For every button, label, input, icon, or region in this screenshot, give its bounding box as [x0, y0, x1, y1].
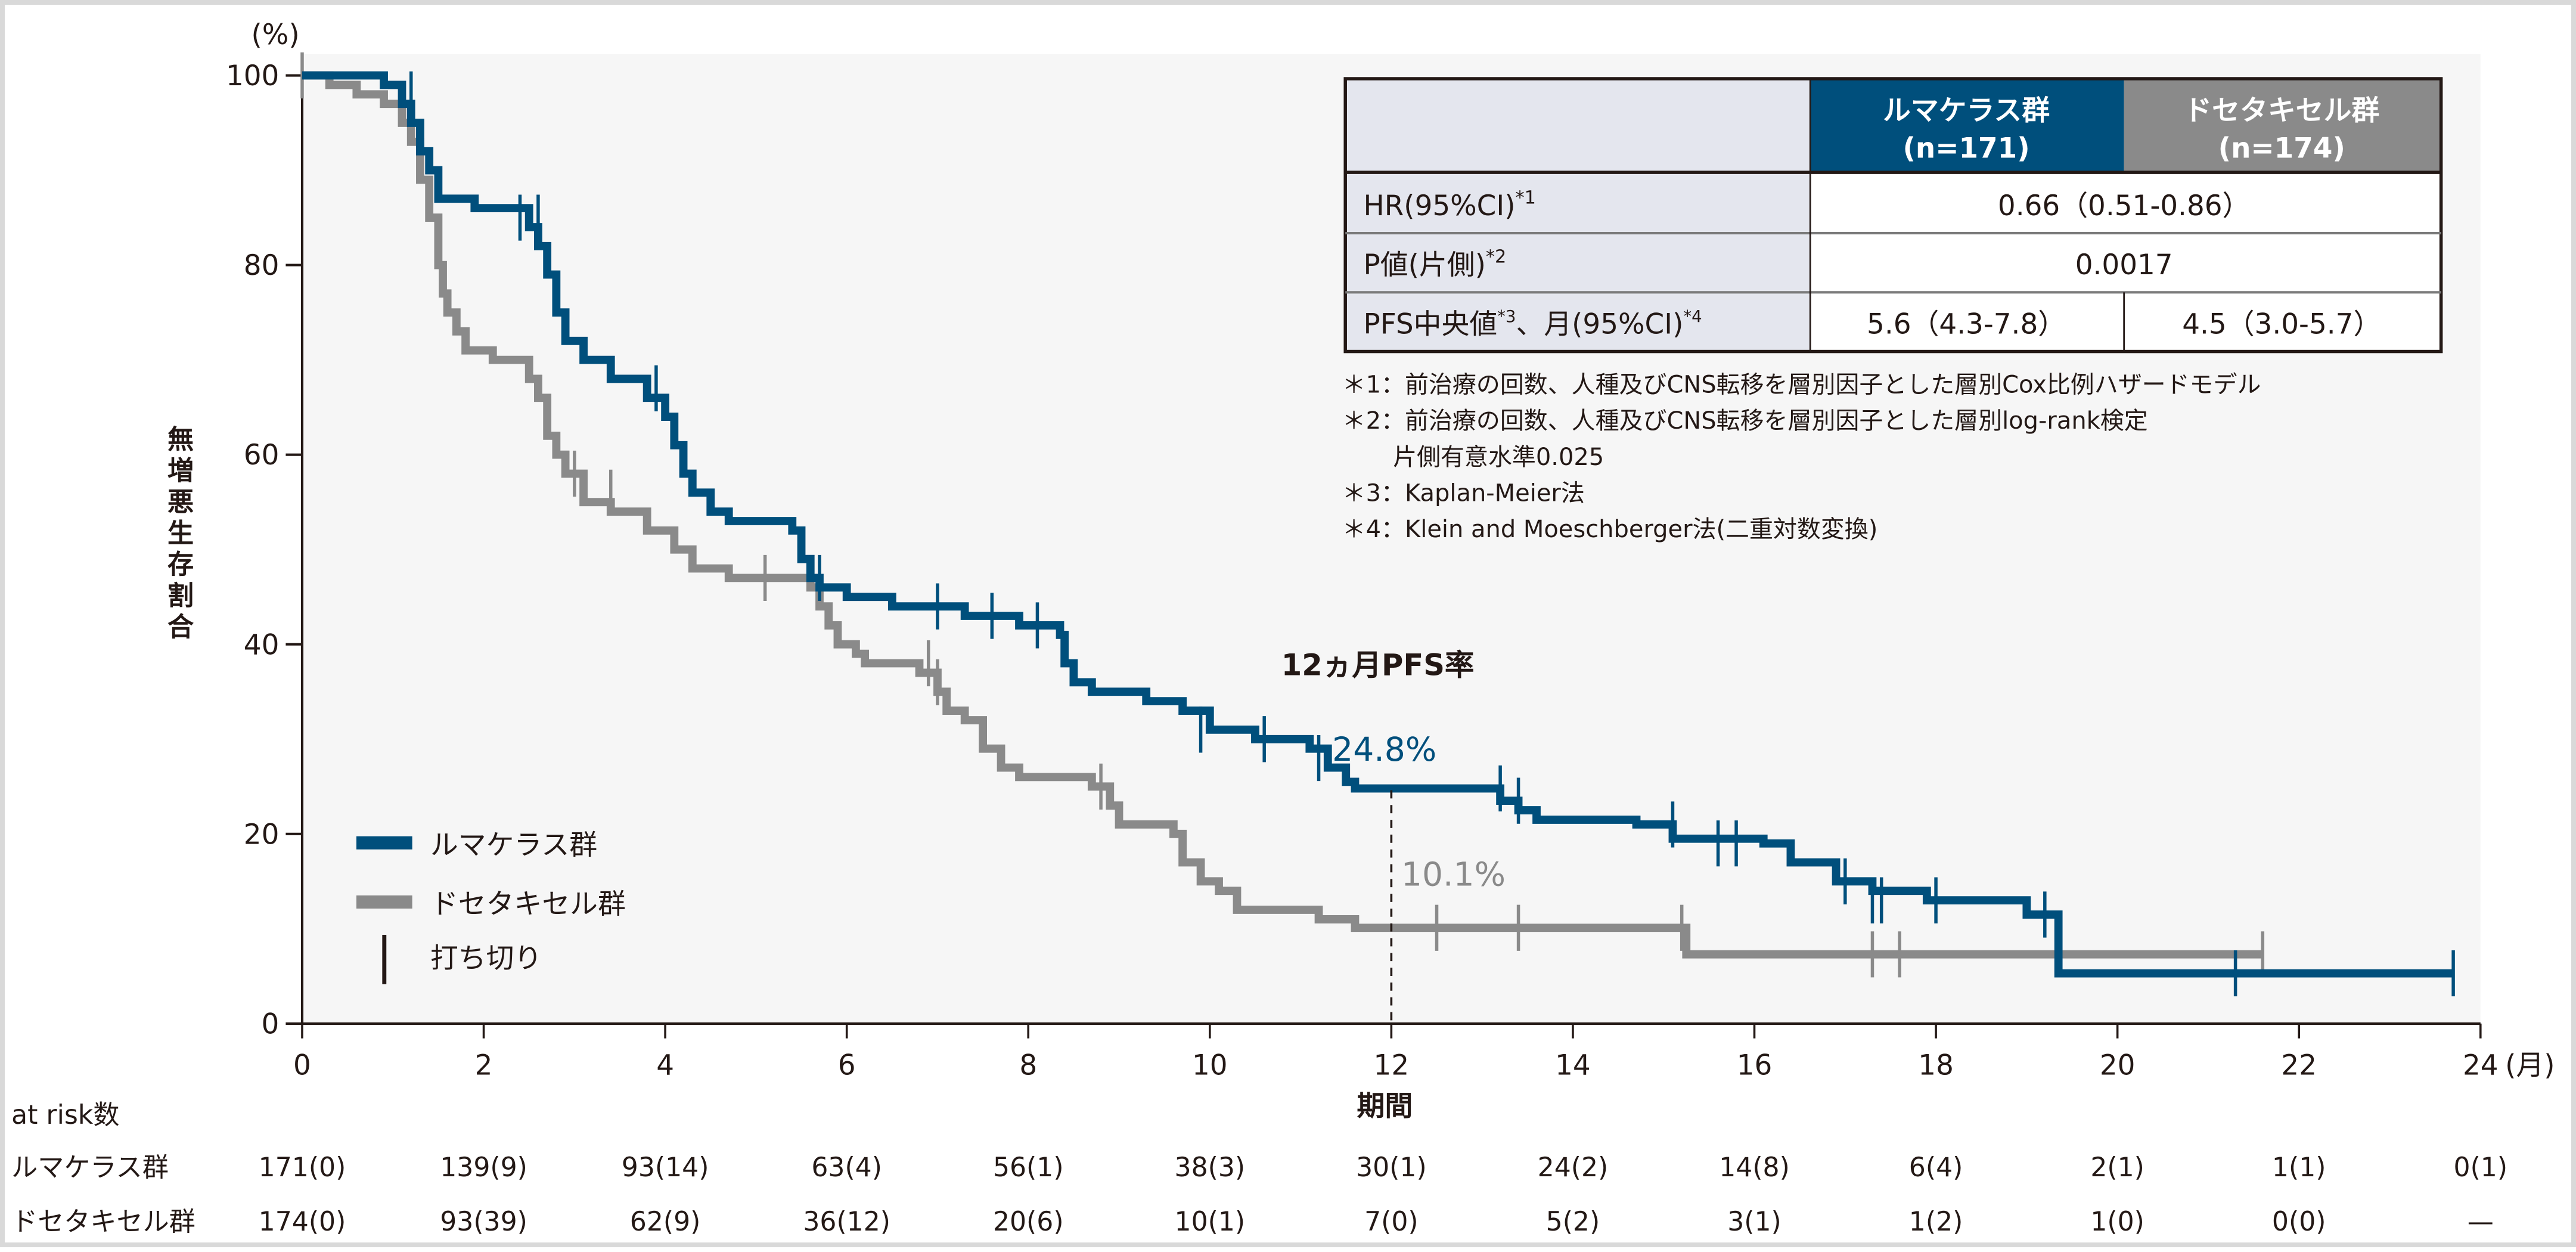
at-risk-table: at risk数 ルマケラス群 ドセタキセル群 171(0) 139(9) 93(1…	[11, 1100, 2507, 1237]
y-tick-label: 80	[244, 250, 280, 282]
at-risk-cell: 171(0)	[259, 1152, 346, 1183]
table-header-docetaxel	[2124, 79, 2441, 173]
x-tick-label: 18	[1918, 1049, 1954, 1081]
x-tick-label: 14	[1555, 1049, 1591, 1081]
x-axis-ticks: 0 2 4 6 8 10 12 14 16 18 20 22 24	[293, 1023, 2499, 1081]
at-risk-cell: 93(39)	[440, 1207, 527, 1237]
y-unit-label: (%)	[252, 19, 300, 51]
at-risk-cell: 6(4)	[1909, 1152, 1963, 1183]
pfs-median-lumakras: 5.6（4.3-7.8）	[1867, 308, 2066, 340]
x-tick-label: 22	[2281, 1049, 2317, 1081]
x-axis-label: 期間	[1357, 1090, 1413, 1123]
pfs-median-label: PFS中央値*3、月(95%CI)*4	[1364, 307, 1702, 340]
table-value-area	[1810, 172, 2441, 352]
x-tick-label: 8	[1019, 1049, 1037, 1081]
legend-label-censored: 打ち切り	[430, 943, 542, 975]
x-tick-label: 12	[1374, 1049, 1410, 1081]
legend-swatch-docetaxel	[356, 895, 412, 909]
at-risk-cell: 93(14)	[622, 1152, 709, 1183]
at-risk-cell: 174(0)	[259, 1207, 346, 1237]
legend-label-lumakras: ルマケラス群	[430, 829, 597, 861]
lumakras-curve	[302, 71, 2455, 997]
y-axis-label-char: 割	[167, 581, 194, 611]
y-axis-label-char: 生	[167, 518, 194, 548]
y-tick-label: 0	[262, 1008, 280, 1040]
y-axis-label-char: 合	[167, 612, 194, 642]
y-tick-label: 40	[244, 629, 280, 661]
y-axis-label-char: 無	[167, 424, 194, 455]
legend-label-docetaxel: ドセタキセル群	[430, 888, 626, 921]
x-tick-label: 6	[838, 1049, 856, 1081]
at-risk-cell: —	[2468, 1207, 2494, 1237]
at-risk-label: at risk数	[11, 1100, 119, 1130]
at-risk-cell: 36(12)	[803, 1207, 890, 1237]
at-risk-cell: 14(8)	[1719, 1152, 1790, 1183]
x-tick-label: 20	[2100, 1049, 2136, 1081]
annotation-docetaxel-value: 10.1%	[1401, 855, 1506, 893]
footnote-4: ＊4：Klein and Moeschberger法(二重対数変換)	[1342, 516, 1878, 543]
x-unit-label: (月)	[2505, 1049, 2555, 1081]
at-risk-cell: 30(1)	[1356, 1152, 1427, 1183]
pfs-median-docetaxel: 4.5（3.0-5.7）	[2182, 308, 2381, 340]
annotation-lumakras-value: 24.8%	[1332, 730, 1436, 768]
at-risk-cell: 139(9)	[440, 1152, 527, 1183]
at-risk-cell: 2(1)	[2090, 1152, 2144, 1183]
km-step-line	[302, 71, 2454, 978]
at-risk-cell: 63(4)	[811, 1152, 882, 1183]
summary-table: ルマケラス群 (n=171) ドセタキセル群 (n=174) HR(95%CI)…	[1343, 77, 2443, 354]
at-risk-cell: 3(1)	[1727, 1207, 1782, 1237]
x-tick-label: 4	[656, 1049, 674, 1081]
at-risk-cell: 0(1)	[2454, 1152, 2508, 1183]
footnote-2b: 片側有意水準0.025	[1393, 444, 1604, 471]
y-axis-label-char: 増	[167, 456, 194, 486]
hr-label: HR(95%CI)*1	[1364, 188, 1536, 222]
footnotes: ＊1：前治療の回数、人種及びCNS転移を層別因子とした層別Cox比例ハザードモデ…	[1342, 371, 2261, 543]
at-risk-cell: 1(0)	[2090, 1207, 2144, 1237]
footnote-3: ＊3：Kaplan-Meier法	[1342, 479, 1585, 507]
at-risk-cell: 1(1)	[2272, 1152, 2326, 1183]
table-header-lumakras	[1810, 79, 2124, 173]
at-risk-cell: 24(2)	[1538, 1152, 1609, 1183]
at-risk-cell: 5(2)	[1546, 1207, 1600, 1237]
footnote-1: ＊1：前治療の回数、人種及びCNS転移を層別因子とした層別Cox比例ハザードモデ…	[1342, 371, 2261, 398]
at-risk-row-label-docetaxel: ドセタキセル群	[11, 1207, 195, 1237]
y-tick-label: 60	[244, 439, 280, 472]
p-value: 0.0017	[2075, 249, 2173, 281]
table-header-lumakras-line1: ルマケラス群	[1883, 95, 2050, 127]
at-risk-cell: 1(2)	[1909, 1207, 1963, 1237]
at-risk-cell: 7(0)	[1364, 1207, 1419, 1237]
y-tick-label: 100	[226, 60, 279, 92]
annotation-title: 12ヵ月PFS率	[1281, 648, 1475, 683]
p-value-label: P値(片側)*2	[1364, 247, 1507, 281]
at-risk-cell: 0(0)	[2272, 1207, 2326, 1237]
x-tick-label: 0	[293, 1049, 311, 1081]
table-header-lumakras-line2: (n=171)	[1902, 132, 2029, 165]
footnote-2: ＊2：前治療の回数、人種及びCNS転移を層別因子とした層別log-rank検定	[1342, 407, 2148, 435]
table-header-docetaxel-line2: (n=174)	[2218, 132, 2345, 165]
y-axis-ticks: 0 20 40 60 80 100	[226, 60, 302, 1040]
legend: ルマケラス群 ドセタキセル群 打ち切り	[356, 829, 626, 984]
at-risk-cell: 62(9)	[630, 1207, 701, 1237]
at-risk-row-lumakras: 171(0) 139(9) 93(14) 63(4) 56(1) 38(3) 30(1) 24…	[259, 1152, 2507, 1183]
y-tick-label: 20	[244, 819, 280, 851]
at-risk-cell: 10(1)	[1175, 1207, 1246, 1237]
y-axis-label-char: 悪	[167, 487, 194, 517]
table-label-column-bg	[1345, 79, 1811, 352]
at-risk-row-label-lumakras: ルマケラス群	[11, 1152, 169, 1183]
table-header-docetaxel-line1: ドセタキセル群	[2184, 95, 2379, 127]
x-tick-label: 10	[1192, 1049, 1228, 1081]
at-risk-cell: 20(6)	[993, 1207, 1064, 1237]
hr-value: 0.66（0.51-0.86）	[1998, 190, 2251, 222]
x-tick-label: 16	[1737, 1049, 1773, 1081]
y-axis-label-char: 存	[167, 550, 194, 580]
x-tick-label: 2	[475, 1049, 493, 1081]
legend-swatch-lumakras	[356, 836, 412, 850]
at-risk-cell: 38(3)	[1175, 1152, 1246, 1183]
x-tick-label: 24	[2463, 1049, 2499, 1081]
at-risk-cell: 56(1)	[993, 1152, 1064, 1183]
at-risk-row-docetaxel: 174(0) 93(39) 62(9) 36(12) 20(6) 10(1) 7(0) 5(2…	[259, 1207, 2494, 1237]
